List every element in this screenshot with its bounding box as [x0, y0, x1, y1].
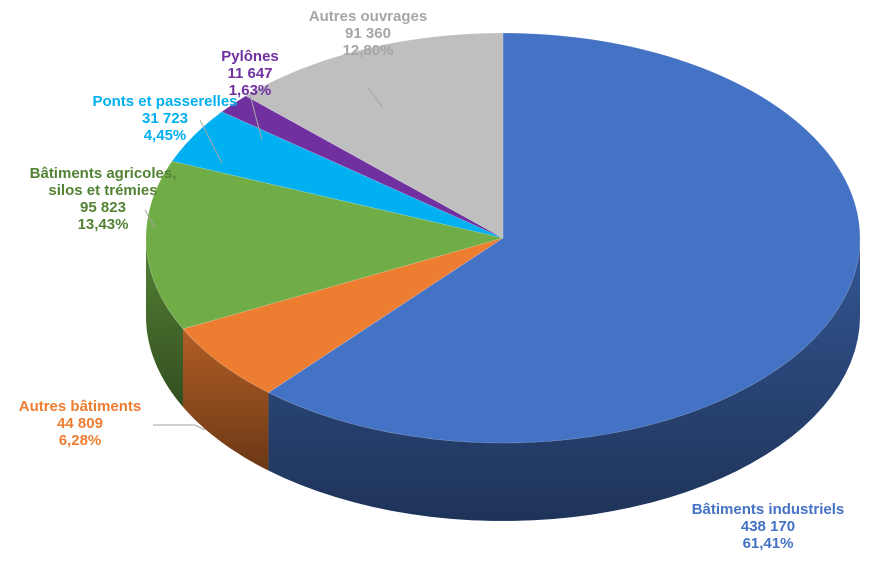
leader-line-autres-batiments — [153, 424, 206, 431]
leader-line-autres-ouvrages — [367, 87, 384, 109]
pie-slices — [145, 32, 861, 444]
side-batiments-agricoles-silos-et-tremies-shade — [146, 238, 184, 407]
pie-side-walls — [146, 238, 860, 521]
leader-line-batiments-agricoles-silos-et-tremies — [144, 209, 156, 229]
label-category-ponts-et-passerelles: Ponts et passerelles — [92, 93, 237, 110]
label-percent-batiments-industriels: 61,41% — [743, 535, 794, 552]
label-value-pylones: 11 647 — [227, 65, 272, 82]
slice-batiments-agricoles-silos-et-tremies — [145, 160, 504, 330]
slice-autres-batiments — [182, 237, 504, 393]
leader-lines — [144, 87, 384, 431]
label-category-line-2-batiments-agricoles-silos-et-tremies: silos et trémies — [48, 182, 157, 199]
slice-ponts-et-passerelles — [171, 111, 504, 239]
label-category-autres-batiments: Autres bâtiments — [19, 398, 142, 415]
label-category-autres-ouvrages: Autres ouvrages — [309, 8, 427, 25]
slice-autres-ouvrages — [245, 32, 504, 239]
label-value-batiments-industriels: 438 170 — [741, 518, 795, 535]
side-batiments-industriels-shade — [268, 238, 860, 521]
label-value-autres-batiments: 44 809 — [57, 415, 103, 432]
leader-line-pylones — [249, 94, 263, 141]
label-percent-autres-ouvrages: 12,80% — [343, 42, 394, 59]
label-value-autres-ouvrages: 91 360 — [345, 25, 391, 42]
label-category-line-1-batiments-agricoles-silos-et-tremies: Bâtiments agricoles, — [30, 165, 177, 182]
label-percent-autres-batiments: 6,28% — [59, 432, 102, 449]
label-percent-pylones: 1,63% — [229, 82, 272, 99]
label-value-ponts-et-passerelles: 31 723 — [142, 110, 188, 127]
label-percent-batiments-agricoles-silos-et-tremies: 13,43% — [78, 216, 129, 233]
slice-batiments-industriels — [267, 32, 861, 444]
leader-line-ponts-et-passerelles — [199, 119, 223, 164]
slice-pylones — [221, 95, 504, 239]
label-category-pylones: Pylônes — [221, 48, 279, 65]
side-autres-batiments-shade — [183, 328, 269, 471]
label-percent-ponts-et-passerelles: 4,45% — [144, 127, 187, 144]
label-value-batiments-agricoles-silos-et-tremies: 95 823 — [80, 199, 126, 216]
label-category-batiments-industriels: Bâtiments industriels — [692, 501, 845, 518]
